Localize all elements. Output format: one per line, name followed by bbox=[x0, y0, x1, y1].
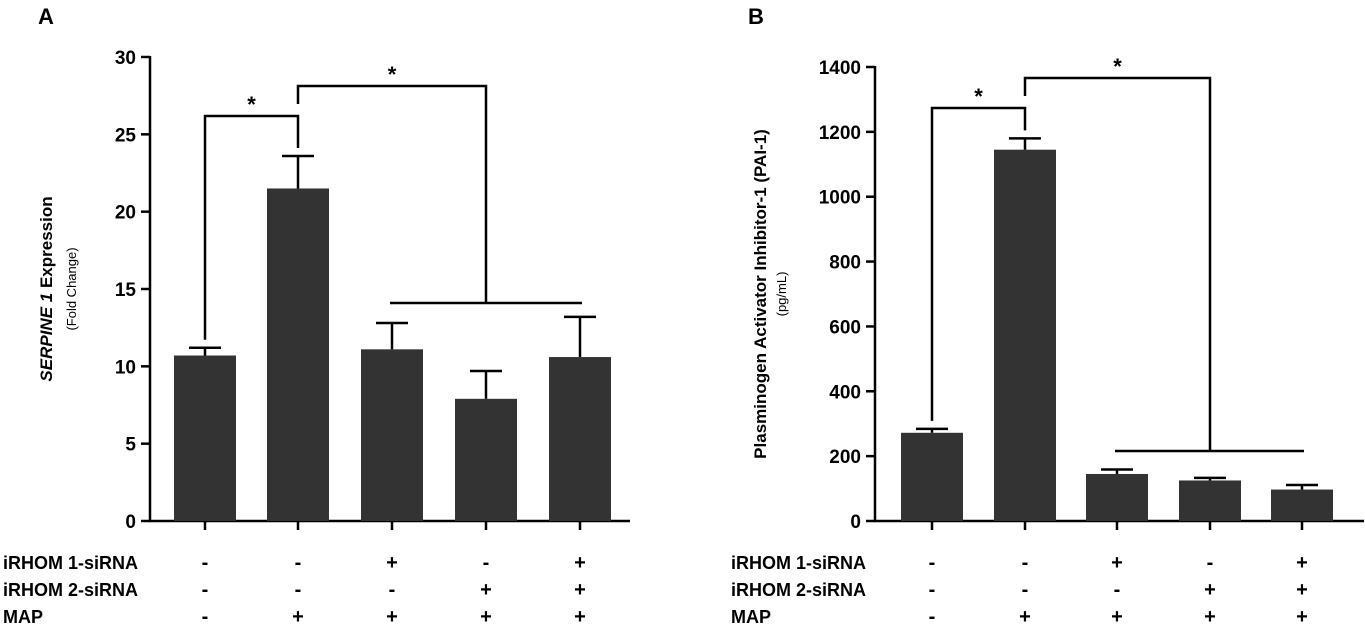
condition-sign: - bbox=[1114, 579, 1121, 601]
bar bbox=[1086, 473, 1148, 521]
y-tick-label: 30 bbox=[115, 48, 136, 69]
y-tick-label: 5 bbox=[125, 435, 136, 456]
y-axis-label: SERPINE 1 Expression bbox=[37, 196, 56, 381]
condition-sign: + bbox=[574, 606, 586, 628]
y-tick-label: 600 bbox=[829, 317, 861, 338]
condition-sign: + bbox=[1019, 606, 1031, 628]
y-tick-label: 0 bbox=[125, 512, 136, 533]
condition-sign: - bbox=[295, 579, 302, 601]
condition-sign: - bbox=[929, 579, 936, 601]
condition-sign: - bbox=[202, 606, 209, 628]
panel-label: B bbox=[748, 4, 764, 29]
condition-sign: - bbox=[929, 606, 936, 628]
y-axis-label: Plasminogen Activator Inhibitor-1 (PAI-1… bbox=[751, 129, 770, 459]
condition-row-label: MAP bbox=[3, 607, 43, 627]
bar bbox=[174, 355, 236, 521]
y-tick-label: 200 bbox=[829, 447, 861, 468]
condition-sign: + bbox=[480, 579, 492, 601]
significance-bracket bbox=[296, 84, 488, 303]
y-axis-sublabel: (Fold Change) bbox=[64, 247, 79, 330]
bar bbox=[994, 149, 1056, 521]
y-tick-label: 15 bbox=[115, 280, 137, 301]
condition-sign: - bbox=[1022, 579, 1029, 601]
condition-row-label: iRHOM 2-siRNA bbox=[3, 580, 138, 600]
bar bbox=[267, 188, 329, 521]
condition-sign: - bbox=[1207, 552, 1214, 574]
condition-sign: - bbox=[483, 552, 490, 574]
condition-sign: + bbox=[574, 579, 586, 601]
condition-sign: + bbox=[1204, 606, 1216, 628]
y-tick-label: 400 bbox=[829, 382, 861, 403]
y-tick-label: 1200 bbox=[819, 123, 861, 144]
y-tick-label: 20 bbox=[115, 203, 136, 224]
condition-sign: + bbox=[1296, 606, 1308, 628]
significance-star: * bbox=[1113, 54, 1122, 79]
bar bbox=[549, 357, 611, 521]
condition-sign: + bbox=[1296, 552, 1308, 574]
significance-bracket bbox=[203, 114, 300, 340]
bar bbox=[1271, 489, 1333, 521]
significance-star: * bbox=[247, 92, 256, 117]
condition-row-label: iRHOM 1-siRNA bbox=[731, 553, 866, 573]
condition-sign: + bbox=[1204, 579, 1216, 601]
y-tick-label: 1000 bbox=[819, 188, 861, 209]
y-axis-label-italic: SERPINE 1 bbox=[37, 293, 56, 382]
bar bbox=[361, 349, 423, 521]
condition-sign: + bbox=[1111, 606, 1123, 628]
condition-sign: - bbox=[202, 579, 209, 601]
panel-label: A bbox=[38, 4, 54, 29]
significance-star: * bbox=[974, 84, 983, 109]
bar bbox=[901, 432, 963, 521]
condition-sign: - bbox=[295, 552, 302, 574]
condition-sign: + bbox=[480, 606, 492, 628]
y-tick-label: 800 bbox=[829, 253, 861, 274]
y-tick-label: 25 bbox=[115, 125, 137, 146]
condition-sign: - bbox=[202, 552, 209, 574]
y-axis-label-rest: Expression bbox=[37, 196, 56, 292]
condition-sign: + bbox=[1111, 552, 1123, 574]
y-tick-label: 10 bbox=[115, 357, 136, 378]
bar bbox=[1179, 480, 1241, 521]
significance-star: * bbox=[388, 62, 397, 87]
significance-bracket bbox=[1023, 76, 1212, 451]
condition-row-label: MAP bbox=[731, 607, 771, 627]
y-axis-sublabel: (pg/mL) bbox=[774, 272, 789, 317]
y-tick-label: 1400 bbox=[819, 58, 861, 79]
condition-sign: + bbox=[1296, 579, 1308, 601]
condition-sign: + bbox=[292, 606, 304, 628]
condition-sign: - bbox=[1022, 552, 1029, 574]
significance-bracket bbox=[930, 106, 1027, 421]
condition-sign: - bbox=[929, 552, 936, 574]
bar bbox=[455, 398, 517, 521]
condition-row-label: iRHOM 2-siRNA bbox=[731, 580, 866, 600]
y-tick-label: 0 bbox=[850, 512, 861, 533]
condition-sign: + bbox=[386, 552, 398, 574]
condition-sign: + bbox=[386, 606, 398, 628]
condition-row-label: iRHOM 1-siRNA bbox=[3, 553, 138, 573]
condition-sign: + bbox=[574, 552, 586, 574]
condition-sign: - bbox=[389, 579, 396, 601]
